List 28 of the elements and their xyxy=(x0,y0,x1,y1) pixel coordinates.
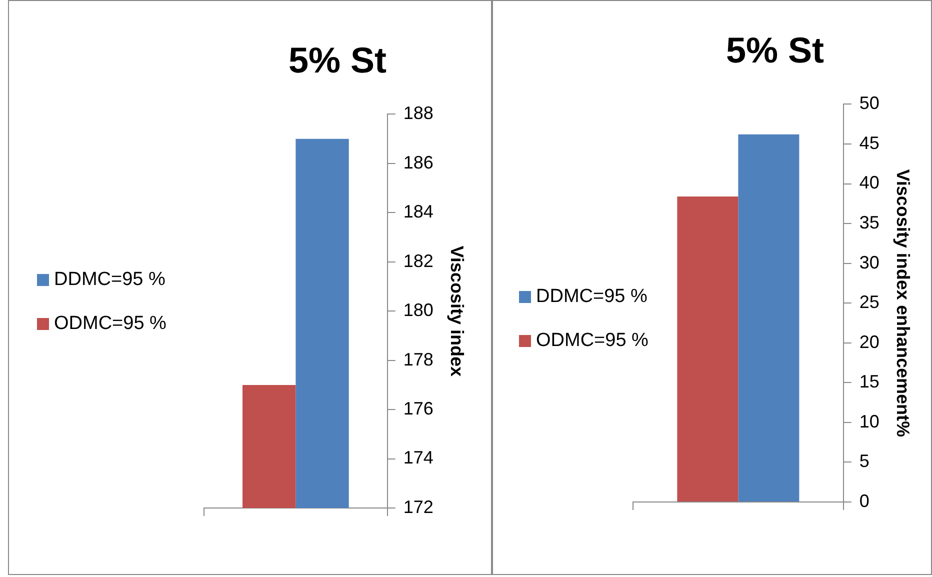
y-tick-label: 40 xyxy=(859,172,880,193)
y-tick-label: 30 xyxy=(859,252,880,272)
y-tick-label: 188 xyxy=(403,103,434,124)
chart-title: 5% St xyxy=(288,40,387,81)
legend-label: DDMC=95 % xyxy=(536,286,648,308)
y-tick-label: 25 xyxy=(859,292,880,312)
y-tick-label: 0 xyxy=(859,490,870,511)
y-tick-label: 176 xyxy=(403,398,434,419)
legend-label: DDMC=95 % xyxy=(54,269,166,291)
y-tick-label: 186 xyxy=(403,152,434,172)
y-tick-label: 10 xyxy=(859,411,880,432)
chart-title: 5% St xyxy=(726,30,824,71)
y-axis-title: Viscosity index xyxy=(447,246,468,376)
y-tick-label: 178 xyxy=(403,349,434,370)
y-tick-label: 45 xyxy=(859,132,880,153)
y-tick-label: 184 xyxy=(403,202,434,222)
y-tick-label: 50 xyxy=(859,93,880,114)
legend-label: ODMC=95 % xyxy=(536,330,648,352)
y-tick-label: 182 xyxy=(403,250,434,271)
y-tick-label: 35 xyxy=(859,212,880,233)
y-tick-label: 172 xyxy=(403,496,434,517)
y-axis-title: Viscosity index enhancement% xyxy=(893,169,914,437)
y-tick-label: 180 xyxy=(403,300,434,320)
y-tick-label: 174 xyxy=(403,448,434,468)
y-tick-label: 20 xyxy=(859,332,880,352)
y-tick-label: 5 xyxy=(859,451,870,472)
legend-label: ODMC=95 % xyxy=(54,313,166,335)
y-tick-label: 15 xyxy=(859,372,880,392)
